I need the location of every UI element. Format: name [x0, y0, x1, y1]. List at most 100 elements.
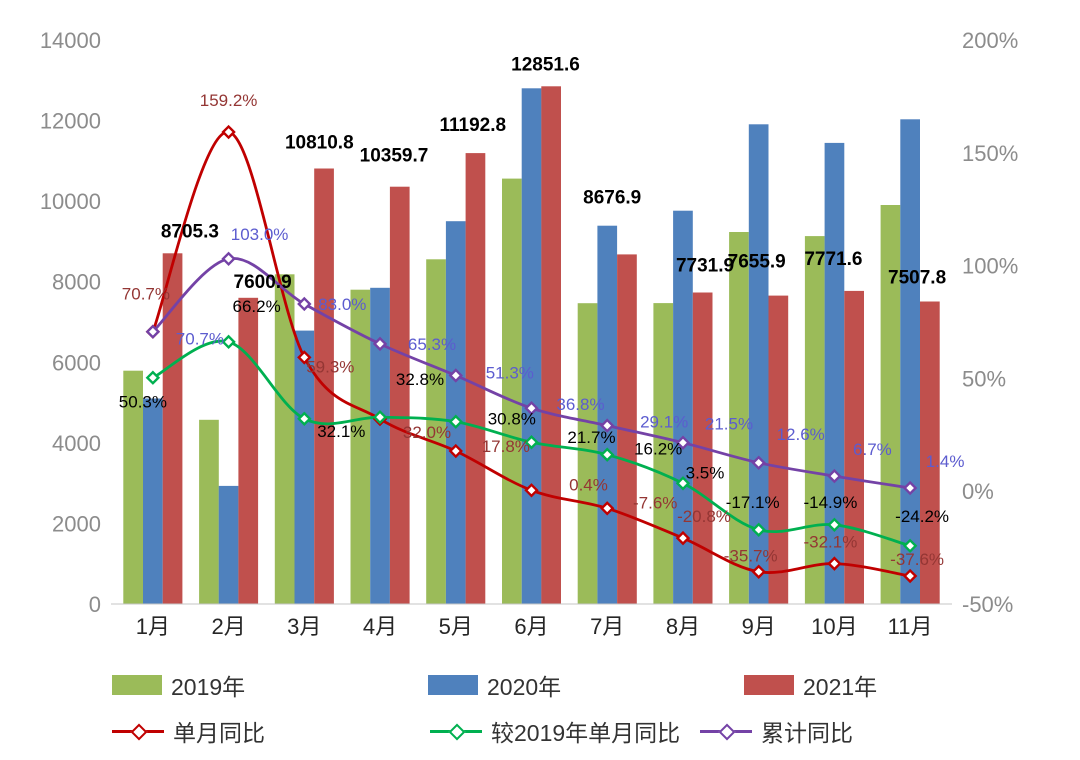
- marker-较2019年单月同比-9月: [751, 522, 766, 537]
- y-axis-right-tick: -50%: [962, 592, 1013, 617]
- bar-2019年-2月: [199, 419, 219, 604]
- bar-2021年-6月: [541, 86, 561, 605]
- diamond-marker-icon: [448, 723, 466, 741]
- data-label-较2019年单月同比-10月: -14.9%: [803, 493, 857, 512]
- x-axis-label: 10月: [811, 614, 857, 639]
- marker-累计同比-4月: [372, 336, 388, 352]
- marker-单月同比-6月: [524, 483, 539, 498]
- marker-单月同比-2月: [221, 124, 236, 140]
- y-axis-left-tick: 14000: [40, 28, 101, 53]
- bar-2019年-7月: [577, 303, 598, 604]
- data-label-累计同比-5月: 51.3%: [486, 364, 534, 383]
- legend-swatch-2019: [112, 675, 162, 695]
- data-label-累计同比-11月: 1.4%: [926, 452, 965, 471]
- legend-label-monthly-yoy: 单月同比: [173, 720, 265, 746]
- legend-label-2019: 2019年: [171, 674, 246, 700]
- legend-item-vs2019-yoy: 较2019年单月同比: [430, 718, 680, 746]
- marker-单月同比-10月: [827, 556, 842, 571]
- y-axis-left-tick: 6000: [52, 350, 101, 375]
- marker-累计同比-3月: [297, 296, 312, 312]
- y-axis-left-tick: 12000: [40, 109, 101, 134]
- data-label-2021年-10月: 7771.6: [804, 249, 862, 270]
- marker-单月同比-11月: [902, 568, 918, 584]
- bar-2021年-10月: [844, 290, 864, 604]
- legend-label-2020: 2020年: [487, 674, 562, 700]
- y-axis-right-tick: 50%: [962, 366, 1006, 391]
- data-label-2021年-8月: 7731.9: [676, 256, 734, 277]
- legend-label-vs2019-yoy: 较2019年单月同比: [491, 720, 681, 746]
- y-axis-left-tick: 0: [89, 592, 101, 617]
- marker-累计同比-9月: [751, 455, 766, 470]
- bar-2019年-3月: [274, 274, 295, 604]
- data-label-单月同比-9月: -35.7%: [724, 547, 778, 566]
- x-axis-label: 1月: [136, 614, 170, 639]
- bar-2020年-1月: [143, 398, 163, 604]
- data-label-累计同比-8月: 21.5%: [705, 415, 753, 434]
- bar-2019年-4月: [350, 289, 371, 604]
- x-axis-label: 2月: [211, 614, 245, 639]
- marker-单月同比-5月: [448, 443, 463, 459]
- data-label-累计同比-3月: 83.0%: [318, 295, 366, 314]
- marker-单月同比-3月: [297, 350, 312, 365]
- bar-2020年-5月: [445, 221, 466, 604]
- y-axis-left-tick: 10000: [40, 189, 101, 214]
- marker-单月同比-9月: [751, 564, 766, 579]
- data-label-2021年-11月: 7507.8: [888, 268, 946, 289]
- bar-2020年-6月: [521, 88, 542, 605]
- legend-item-2021: 2021年: [744, 672, 877, 700]
- bar-2019年-9月: [729, 232, 749, 604]
- data-label-2021年-4月: 10359.7: [360, 146, 429, 167]
- data-label-2021年-9月: 7655.9: [728, 252, 786, 273]
- data-label-累计同比-7月: 29.1%: [640, 413, 688, 432]
- marker-累计同比-6月: [524, 400, 539, 416]
- y-axis-right-tick: 0%: [962, 479, 994, 504]
- bar-2020年-3月: [294, 330, 315, 604]
- data-label-单月同比-8月: -20.8%: [677, 507, 731, 526]
- data-label-较2019年单月同比-6月: 21.7%: [567, 428, 615, 447]
- line-累计同比: [151, 257, 911, 490]
- y-axis-right-tick: 150%: [962, 141, 1018, 166]
- data-label-2021年-7月: 8676.9: [583, 187, 641, 208]
- x-axis-label: 6月: [514, 614, 548, 639]
- marker-较2019年单月同比-4月: [372, 410, 388, 425]
- bar-2021年-2月: [238, 297, 259, 604]
- x-axis-label: 7月: [590, 614, 624, 639]
- y-axis-right-tick: 200%: [962, 28, 1018, 53]
- data-label-较2019年单月同比-2月: 66.2%: [232, 297, 280, 316]
- marker-累计同比-11月: [902, 480, 918, 496]
- bar-2020年-9月: [748, 124, 769, 605]
- data-label-单月同比-10月: -32.1%: [803, 533, 857, 552]
- marker-较2019年单月同比-5月: [448, 414, 463, 429]
- bar-2020年-10月: [824, 142, 845, 604]
- marker-单月同比-7月: [600, 501, 615, 516]
- marker-累计同比-5月: [448, 368, 463, 383]
- x-axis-label: 3月: [287, 614, 321, 639]
- bar-2020年-8月: [673, 210, 693, 604]
- marker-较2019年单月同比-1月: [145, 370, 161, 385]
- y-axis-left-tick: 8000: [52, 270, 101, 295]
- data-label-2021年-2月: 7600.9: [234, 272, 292, 293]
- legend-item-2019: 2019年: [112, 672, 245, 700]
- data-label-2021年-5月: 11192.8: [440, 115, 507, 136]
- data-label-单月同比-6月: 0.4%: [569, 475, 608, 494]
- legend-swatch-monthly-yoy: [112, 721, 164, 741]
- bar-2021年-11月: [920, 301, 940, 604]
- bar-2020年-7月: [597, 225, 618, 604]
- legend-label-2021: 2021年: [803, 674, 878, 700]
- data-label-单月同比-11月: -37.6%: [890, 550, 944, 569]
- y-axis-left-tick: 2000: [52, 511, 101, 536]
- legend-item-monthly-yoy: 单月同比: [112, 718, 265, 746]
- data-label-累计同比-1月: 70.7%: [176, 330, 224, 349]
- bar-2019年-5月: [426, 259, 446, 604]
- bar-2021年-5月: [465, 153, 486, 604]
- bar-2019年-11月: [880, 205, 901, 604]
- bar-2019年-6月: [502, 178, 522, 604]
- bar-2021年-4月: [389, 186, 410, 604]
- marker-较2019年单月同比-6月: [524, 435, 539, 450]
- legend-item-2020: 2020年: [428, 672, 561, 700]
- data-label-2021年-1月: 8705.3: [161, 221, 219, 242]
- data-label-单月同比-7月: -7.6%: [633, 493, 677, 512]
- legend-item-cumulative-yoy: 累计同比: [700, 718, 853, 746]
